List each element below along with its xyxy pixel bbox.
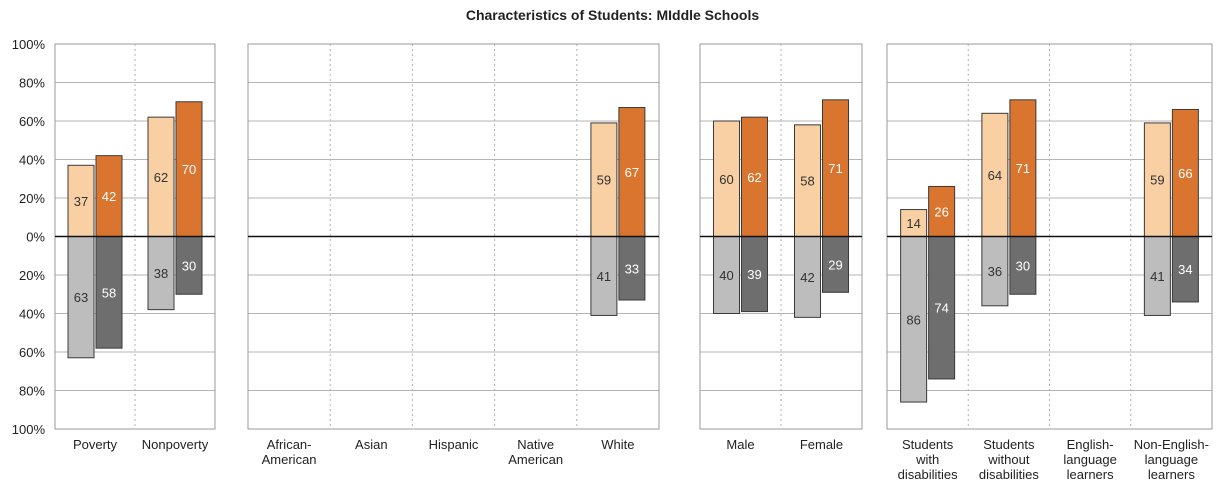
panel-3: 60 62 40 39 Male 58 71 42 29 Female	[700, 44, 862, 452]
category-label-line: African-	[267, 437, 312, 452]
category-label-line: learners	[1148, 467, 1195, 482]
category-label-line: without	[987, 452, 1030, 467]
data-label: 14	[906, 216, 920, 231]
category-label-line: American	[508, 452, 563, 467]
category-label-line: White	[601, 437, 634, 452]
category-label-line: Poverty	[73, 437, 118, 452]
category-label-line: Hispanic	[429, 437, 479, 452]
category-label-line: Asian	[355, 437, 388, 452]
category-label-line: Nonpoverty	[142, 437, 209, 452]
category-label: Asian	[355, 437, 388, 452]
data-label: 74	[934, 301, 948, 316]
data-label: 60	[719, 172, 733, 187]
data-label: 41	[1150, 269, 1164, 284]
category-label-line: English-	[1067, 437, 1114, 452]
data-label: 38	[154, 266, 168, 281]
data-label: 63	[74, 290, 88, 305]
category-label: Students without disabilities	[979, 437, 1039, 482]
category-label: Native American	[508, 437, 563, 467]
category-label-line: Students	[902, 437, 954, 452]
category-label-line: with	[915, 452, 939, 467]
category-label: White	[601, 437, 634, 452]
category-label: African-American	[262, 437, 317, 467]
data-label: 71	[1016, 161, 1030, 176]
data-label: 40	[719, 268, 733, 283]
category-label-line: Non-English-	[1134, 437, 1209, 452]
data-label: 67	[625, 165, 639, 180]
data-label: 66	[1178, 166, 1192, 181]
data-label: 33	[625, 261, 639, 276]
data-label: 42	[102, 189, 116, 204]
data-label: 29	[828, 257, 842, 272]
y-tick-label: 20%	[19, 191, 45, 206]
data-label: 41	[597, 269, 611, 284]
data-label: 62	[154, 170, 168, 185]
category-label-line: Students	[983, 437, 1035, 452]
category-label-line: Female	[800, 437, 843, 452]
data-label: 30	[182, 258, 196, 273]
category-label: English-language learners	[1063, 437, 1117, 482]
category-label-line: disabilities	[898, 467, 958, 482]
category-label-line: disabilities	[979, 467, 1039, 482]
category-label: Male	[726, 437, 754, 452]
data-label: 36	[988, 264, 1002, 279]
category-label-line: Male	[726, 437, 754, 452]
y-tick-label: 80%	[19, 76, 45, 91]
y-tick-label: 0%	[26, 230, 45, 245]
panel-1: 37 42 63 58 Poverty 62 70 38 30 Nonpoverty	[55, 44, 215, 452]
data-label: 26	[934, 204, 948, 219]
data-label: 39	[747, 267, 761, 282]
y-tick-label: 40%	[19, 153, 45, 168]
data-label: 59	[597, 173, 611, 188]
y-tick-label: 20%	[19, 268, 45, 283]
category-label-line: Native	[517, 437, 554, 452]
data-label: 58	[102, 285, 116, 300]
category-label: Hispanic	[429, 437, 479, 452]
category-label-line: learners	[1067, 467, 1114, 482]
data-label: 59	[1150, 173, 1164, 188]
data-label: 62	[747, 170, 761, 185]
data-label: 64	[988, 168, 1002, 183]
y-tick-label: 40%	[19, 307, 45, 322]
y-tick-label: 60%	[19, 345, 45, 360]
data-label: 30	[1016, 258, 1030, 273]
category-label: Non-English-language learners	[1134, 437, 1209, 482]
category-label: Students with disabilities	[898, 437, 958, 482]
data-label: 42	[800, 270, 814, 285]
y-tick-label: 100%	[12, 422, 46, 437]
data-label: 58	[800, 174, 814, 189]
y-tick-label: 100%	[12, 37, 46, 52]
category-label: Nonpoverty	[142, 437, 209, 452]
y-tick-label: 60%	[19, 114, 45, 129]
category-label-line: American	[262, 452, 317, 467]
category-label-line: language	[1145, 452, 1199, 467]
data-label: 86	[906, 312, 920, 327]
data-label: 70	[182, 162, 196, 177]
data-label: 71	[828, 161, 842, 176]
y-tick-label: 80%	[19, 384, 45, 399]
data-label: 34	[1178, 262, 1192, 277]
category-label-line: language	[1063, 452, 1117, 467]
data-label: 37	[74, 194, 88, 209]
category-label: Female	[800, 437, 843, 452]
category-label: Poverty	[73, 437, 118, 452]
